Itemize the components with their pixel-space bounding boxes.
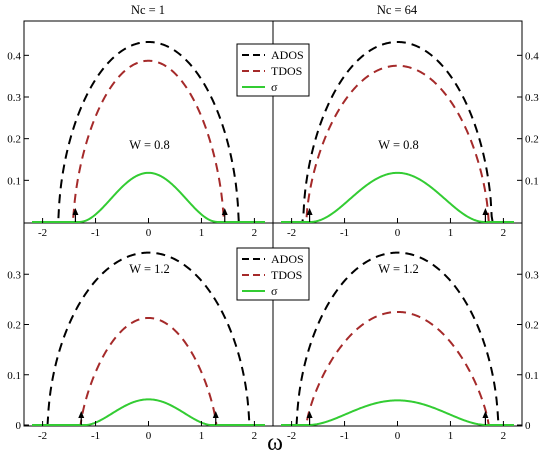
y-tick-label: 0.3 [7,269,21,281]
x-tick-label: 2 [501,227,507,239]
y-tick-label: 0.1 [7,175,21,187]
x-tick-label: 1 [199,430,205,442]
tdos-curve [281,64,514,223]
y-tick-label: 0.3 [525,269,539,281]
arrow-head [482,208,489,215]
sigma-curve [32,171,265,223]
y-tick-label: 0.1 [525,175,539,187]
annotation-layer: W = 0.8 W = 0.8 W = 1.2 W = 1.2 ADOS TDOS σ ADO… [72,43,489,425]
arrow-head [221,208,228,215]
arrow-head [306,411,313,418]
sigma-curve [32,398,265,426]
legend-label: σ [271,284,278,298]
legend-label: ADOS [271,48,304,62]
arrow-head [306,208,313,215]
legend-label: σ [271,80,278,94]
y-tick-label: 0.3 [525,92,539,104]
x-tick-label: 1 [199,227,205,239]
x-tick-label: -1 [340,227,349,239]
x-tick-label: -2 [287,430,296,442]
panel-annotation: W = 0.8 [378,138,419,152]
x-tick-label: -2 [38,227,47,239]
arrow-head [482,411,489,418]
y-tick-label: 0.2 [7,320,21,332]
legend-label: TDOS [271,268,302,282]
tick-layer: -2 -1 0 1 2 0.1 0.2 0.3 0.4 -2 -1 0 1 2 0.1 0.2 0.3 0.4 -2… [7,50,539,442]
y-tick-label: 0.3 [7,92,21,104]
x-tick-label: 2 [252,430,258,442]
y-tick-label: 0.2 [7,134,21,146]
arrow-head [78,411,85,418]
y-tick-label: 0.4 [7,50,21,62]
arrow-head [72,208,79,215]
column-title-nc1: Nc = 1 [131,3,165,17]
x-tick-label: 1 [448,430,454,442]
y-tick-label: 0.2 [525,320,539,332]
panel-annotation: W = 1.2 [378,262,419,276]
panel-annotation: W = 1.2 [129,262,170,276]
panel-4 [281,251,514,426]
x-tick-label: -1 [340,430,349,442]
x-tick-label: -2 [38,430,47,442]
panel-annotation: W = 0.8 [129,138,170,152]
column-title-nc64: Nc = 64 [377,3,418,17]
legend-label: ADOS [271,252,304,266]
x-tick-label: 2 [501,430,507,442]
y-tick-label: 0.1 [525,370,539,382]
y-tick-label: 0.2 [525,134,539,146]
ados-curve [32,40,265,223]
x-axis-label: ω [267,430,283,456]
ados-curve [32,251,265,426]
panel-3 [32,251,265,426]
panel-1 [32,40,265,223]
x-tick-label: 0 [395,227,401,239]
x-tick-label: -2 [287,227,296,239]
sigma-curve [281,399,514,426]
x-tick-label: 0 [395,430,401,442]
tdos-curve [281,310,514,426]
x-tick-label: 0 [146,227,152,239]
y-tick-label: 0 [16,420,22,432]
ados-curve [281,40,514,223]
arrow-head [212,411,219,418]
x-tick-label: -1 [91,227,100,239]
x-tick-label: 1 [448,227,454,239]
x-tick-label: 2 [252,227,258,239]
tdos-curve [32,316,265,426]
panel-2 [281,40,514,223]
sigma-curve [281,171,514,223]
y-tick-label: 0 [525,420,531,432]
legend-label: TDOS [271,64,302,78]
curve-layer [32,40,514,426]
y-tick-label: 0.1 [7,370,21,382]
ados-curve [281,251,514,426]
x-tick-label: -1 [91,430,100,442]
x-tick-label: 0 [146,430,152,442]
y-tick-label: 0.4 [525,50,539,62]
